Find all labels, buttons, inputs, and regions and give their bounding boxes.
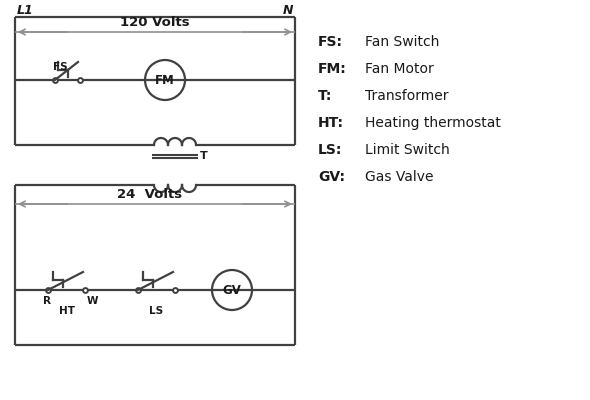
Text: Fan Switch: Fan Switch [365,35,440,49]
Text: Limit Switch: Limit Switch [365,143,450,157]
Text: LS:: LS: [318,143,342,157]
Text: L1: L1 [17,4,34,17]
Text: GV:: GV: [318,170,345,184]
Text: Gas Valve: Gas Valve [365,170,434,184]
Text: T: T [200,151,208,161]
Text: HT: HT [58,306,74,316]
Text: W: W [87,296,99,306]
Text: LS: LS [149,306,163,316]
Text: T:: T: [318,89,332,103]
Text: Fan Motor: Fan Motor [365,62,434,76]
Text: FM:: FM: [318,62,347,76]
Text: N: N [283,4,293,17]
Text: FS: FS [53,62,68,72]
Text: 24  Volts: 24 Volts [117,188,182,201]
Text: FM: FM [155,74,175,86]
Text: Transformer: Transformer [365,89,448,103]
Text: GV: GV [222,284,241,296]
Text: 120 Volts: 120 Volts [120,16,190,29]
Text: R: R [43,296,51,306]
Text: HT:: HT: [318,116,344,130]
Text: Heating thermostat: Heating thermostat [365,116,501,130]
Text: FS:: FS: [318,35,343,49]
